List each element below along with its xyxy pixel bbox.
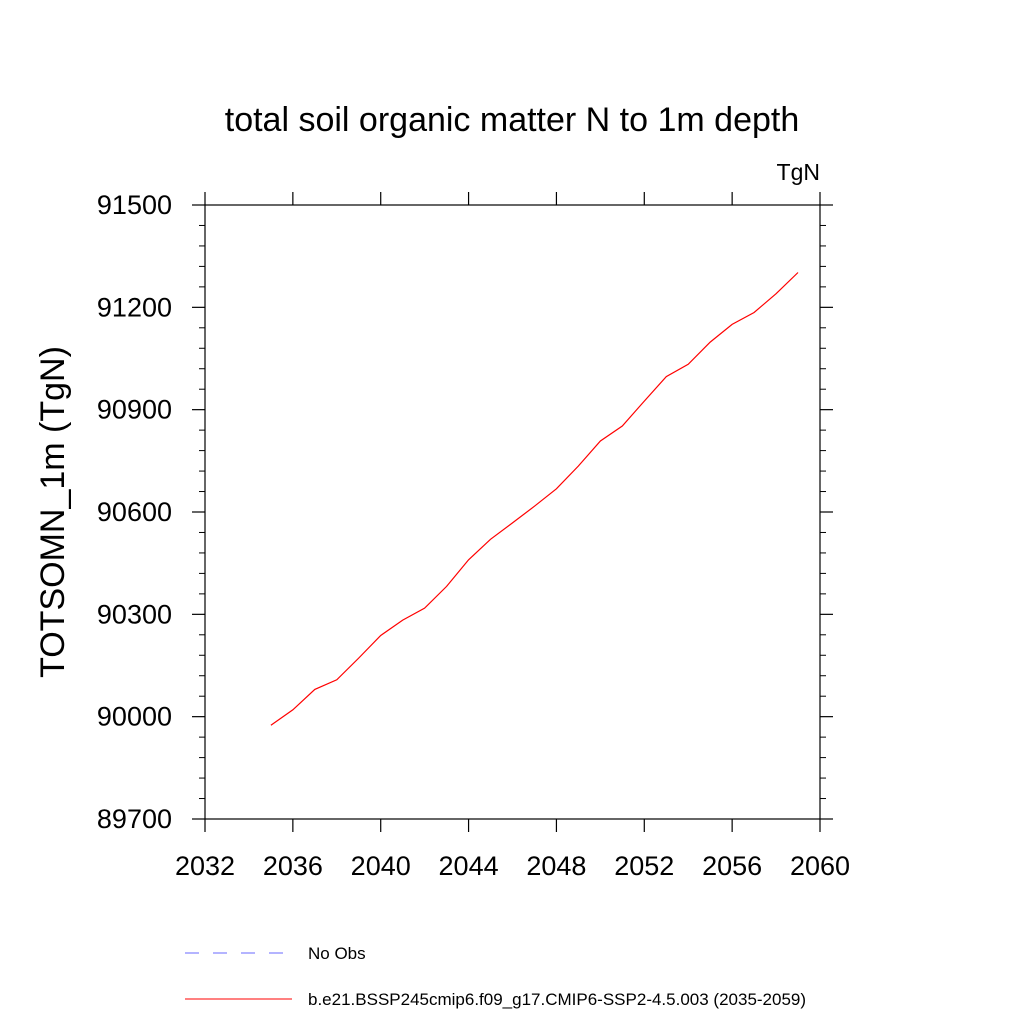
legend: No Obs b.e21.BSSP245cmip6.f09_g17.CMIP6-S… [185,944,806,1009]
y-tick-label: 90900 [97,395,172,425]
y-tick-label: 90600 [97,497,172,527]
x-tick-label: 2060 [790,851,850,881]
plot-frame [204,204,821,820]
units-label: TgN [777,159,820,185]
legend-label-1: b.e21.BSSP245cmip6.f09_g17.CMIP6-SSP2-4.… [308,990,806,1009]
x-axis: 2032 2036 2040 2044 2048 2052 2056 2060 [175,192,850,881]
y-tick-label: 90000 [97,702,172,732]
legend-label-0: No Obs [308,944,366,963]
y-tick-label: 90300 [97,599,172,629]
y-axis: 89700 90000 90300 90600 90900 91200 91500 [97,190,833,834]
chart-title: total soil organic matter N to 1m depth [225,101,800,139]
x-tick-label: 2040 [351,851,411,881]
x-tick-label: 2036 [263,851,323,881]
x-tick-label: 2044 [439,851,499,881]
x-tick-label: 2048 [526,851,586,881]
x-tick-label: 2032 [175,851,235,881]
series-line-0 [270,272,799,726]
x-tick-label: 2056 [702,851,762,881]
y-tick-label: 91500 [97,190,172,220]
y-axis-label: TOTSOMN_1m (TgN) [34,346,72,678]
series-layer [270,272,799,726]
y-tick-label: 91200 [97,292,172,322]
y-tick-label: 89700 [97,804,172,834]
x-tick-label: 2052 [614,851,674,881]
